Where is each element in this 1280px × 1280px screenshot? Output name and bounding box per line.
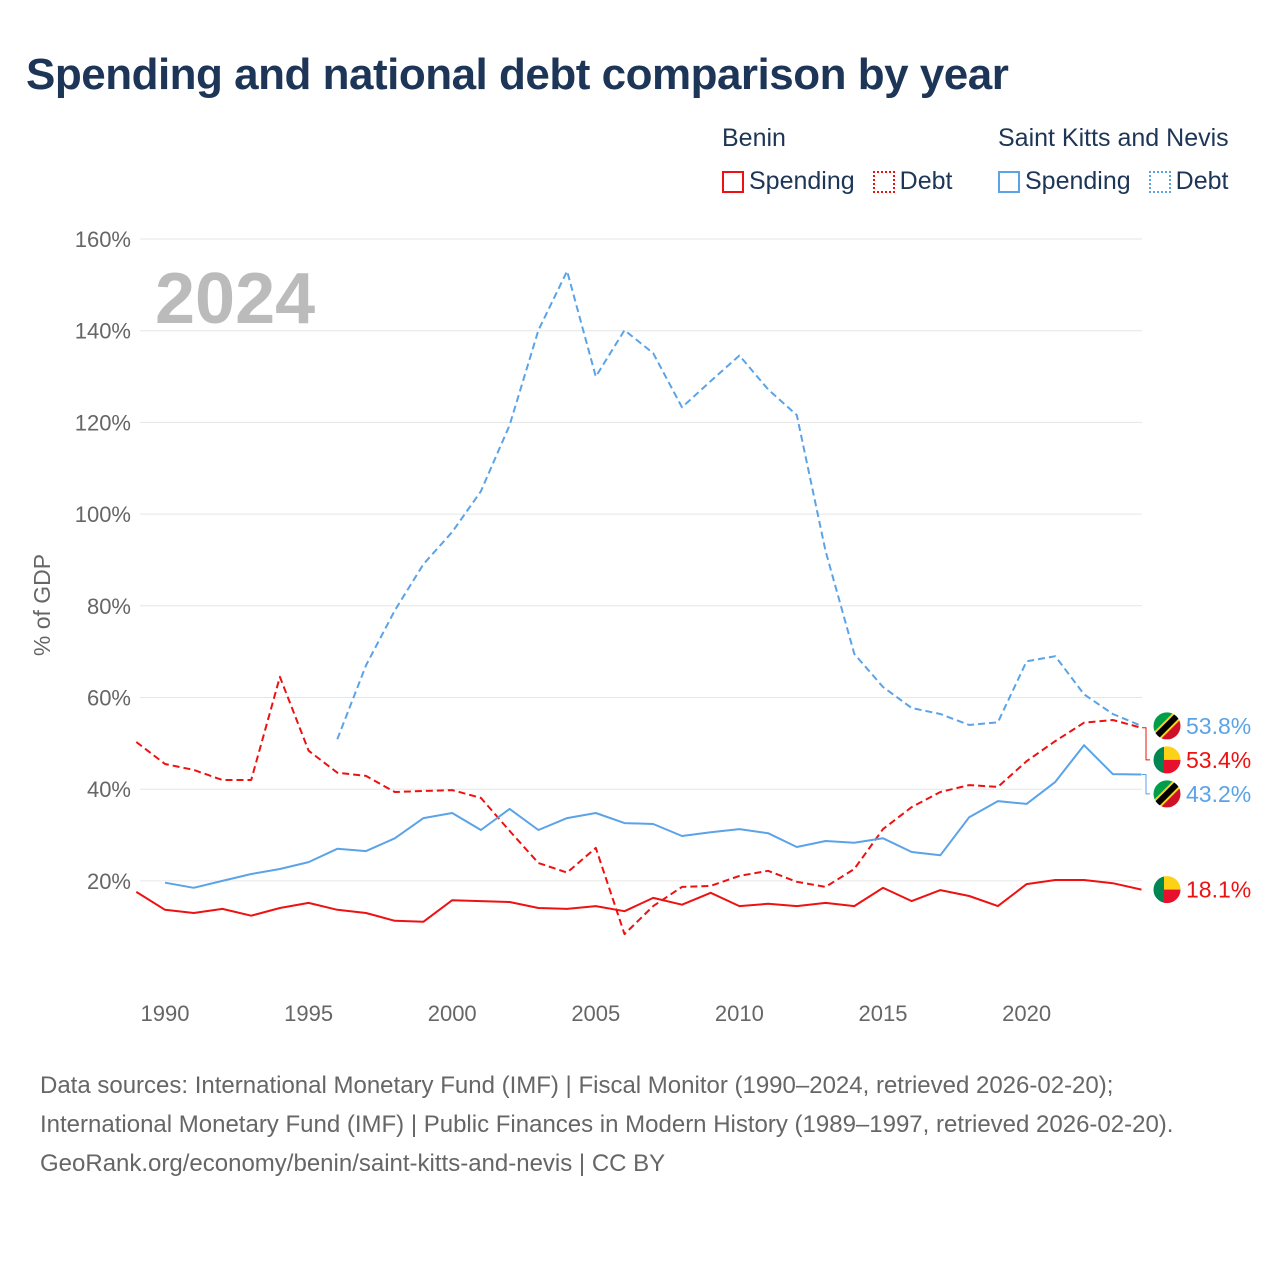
dotted-swatch-icon — [1148, 170, 1171, 193]
legend-label: Debt — [1175, 167, 1229, 195]
x-tick-label: 1995 — [284, 1001, 333, 1026]
x-tick-label: 2005 — [571, 1001, 620, 1026]
y-tick-label: 40% — [87, 777, 131, 802]
label-connector — [1142, 774, 1150, 795]
source-link[interactable]: GeoRank.org/economy/benin/saint-kitts-an… — [40, 1150, 666, 1177]
y-tick-label: 140% — [75, 319, 131, 344]
x-tick-label: 2000 — [428, 1001, 477, 1026]
y-tick-label: 100% — [75, 502, 131, 527]
y-tick-label: 80% — [87, 594, 131, 619]
legend-benin: Benin Spending Debt — [722, 124, 952, 196]
y-tick-label: 20% — [87, 869, 131, 894]
legend-label: Spending — [1025, 167, 1131, 195]
end-value-label: 43.2% — [1186, 781, 1251, 807]
saint-kitts-flag-icon — [1152, 711, 1182, 741]
y-tick-label: 120% — [75, 410, 131, 435]
series-line[interactable] — [135, 879, 1142, 923]
year-label: 2024 — [155, 259, 315, 339]
x-tick-label: 2015 — [859, 1001, 908, 1026]
end-value-label: 53.4% — [1186, 747, 1251, 773]
dotted-swatch-icon — [872, 170, 895, 193]
benin-flag-icon — [1152, 745, 1182, 775]
end-value-label: 18.1% — [1186, 877, 1251, 903]
end-value-label: 53.8% — [1186, 713, 1251, 739]
line-chart: 2024 % of GDP 20% 40% 60% 80% 100% 120% 140% 16… — [29, 227, 1251, 1026]
label-connector — [1142, 727, 1150, 761]
y-tick-label: 160% — [75, 227, 131, 252]
x-tick-label: 2020 — [1002, 1001, 1051, 1026]
legend-label: Spending — [749, 167, 855, 195]
legend-country: Saint Kitts and Nevis — [998, 124, 1229, 152]
data-sources: Data sources: International Monetary Fun… — [40, 1072, 1174, 1138]
legend-benin-debt[interactable]: Debt — [872, 167, 953, 196]
x-tick-label: 2010 — [715, 1001, 764, 1026]
legend-country: Benin — [722, 124, 786, 152]
x-tick-label: 1990 — [141, 1001, 190, 1026]
series-line[interactable] — [135, 675, 1142, 936]
source-notes: Data sources: International Monetary Fun… — [40, 1066, 1240, 1183]
legend-skn: Saint Kitts and Nevis Spending Debt — [998, 124, 1229, 196]
solid-swatch-icon — [722, 170, 744, 193]
benin-flag-icon — [1152, 875, 1182, 905]
chart-title: Spending and national debt comparison by… — [26, 50, 1009, 99]
series-line[interactable] — [164, 744, 1142, 889]
legend-skn-spending[interactable]: Spending — [998, 167, 1131, 196]
legend-label: Debt — [899, 167, 953, 195]
y-tick-label: 60% — [87, 686, 131, 711]
legend-benin-spending[interactable]: Spending — [722, 167, 855, 196]
series-line[interactable] — [336, 270, 1142, 740]
y-axis-label: % of GDP — [29, 554, 55, 656]
saint-kitts-flag-icon — [1152, 779, 1182, 809]
solid-swatch-icon — [998, 170, 1020, 193]
legend-skn-debt[interactable]: Debt — [1148, 167, 1229, 196]
